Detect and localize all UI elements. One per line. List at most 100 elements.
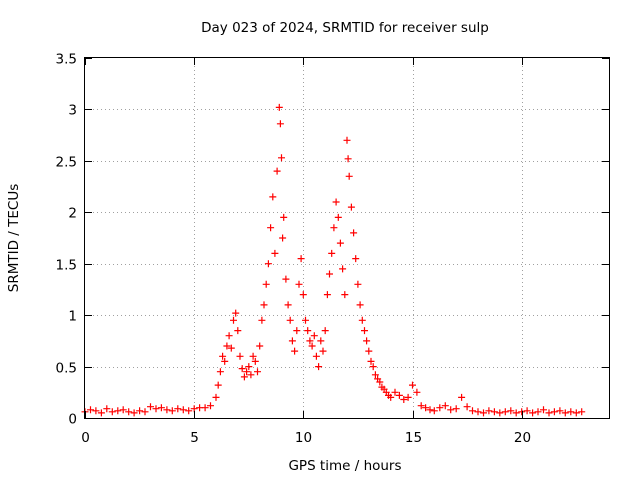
y-tick-label: 3.5 [56,52,77,68]
data-point [130,409,138,417]
data-point [103,405,111,413]
data-point [276,120,284,128]
data-point [463,403,471,411]
data-point [545,409,553,417]
data-point [288,337,296,345]
data-point [264,260,272,268]
data-point [279,234,287,242]
data-point [376,378,384,386]
data-point [490,408,498,416]
data-point [409,381,416,389]
data-point [308,342,316,350]
data-point [352,255,360,263]
axis-ticks: 0 0.5 1 1.5 2 2.5 3 3.5 0 5 10 15 20 [56,52,609,446]
data-point [523,407,531,415]
data-point [367,357,375,365]
data-point [413,388,421,396]
data-point [387,393,395,401]
data-point [344,155,352,163]
data-point [249,352,257,360]
data-point [282,275,290,283]
data-point [234,327,242,335]
data-point [247,371,255,379]
data-point [269,193,277,201]
data-point [347,203,355,211]
data-point [214,381,222,389]
y-tick-label: 0 [68,412,77,428]
data-point [441,402,449,410]
data-point [336,239,344,247]
data-point [258,316,266,324]
data-point [430,407,438,415]
data-point [256,342,264,350]
data-point [185,407,193,415]
data-point [345,172,353,180]
data-point [447,406,455,414]
grid [85,58,609,418]
data-point [363,337,371,345]
data-point [275,103,283,111]
data-point [310,332,318,340]
data-point [179,406,187,414]
data-point [97,409,105,417]
data-point [225,332,233,340]
data-point [216,368,224,376]
data-point [343,136,351,144]
data-point [306,337,314,345]
data-point [284,301,292,309]
data-point [319,347,327,355]
data-point [240,373,248,381]
data-point [87,406,94,414]
data-point [302,316,309,324]
data-point [286,316,294,324]
data-point [469,407,476,415]
data-point [354,280,362,288]
data-point [371,371,379,379]
data-point [278,154,285,162]
data-point [358,316,366,324]
data-point [458,393,466,401]
data-point [518,408,526,416]
data-point [114,407,122,415]
data-point [567,408,575,416]
x-tick-label: 0 [81,430,90,446]
data-point [315,363,323,371]
x-tick-label: 5 [190,430,199,446]
data-point [243,368,251,376]
data-point [326,270,333,278]
data-point [417,402,425,410]
data-point [501,408,509,416]
data-point [251,357,259,365]
data-point [350,229,358,237]
data-point [485,407,493,415]
data-point [578,408,586,416]
data-point [550,408,558,416]
data-point [125,408,133,416]
data-point [452,405,460,413]
data-point [295,280,303,288]
data-point [341,291,349,299]
data-point [534,408,542,416]
data-point [561,409,569,417]
data-point [168,407,176,415]
data-point [496,409,504,417]
data-point [365,347,373,355]
x-axis-label: GPS time / hours [288,458,401,474]
data-point [221,357,229,365]
y-tick-label: 3 [68,103,77,119]
data-series-srmtid [81,103,586,417]
data-point [238,365,246,373]
data-point [141,408,149,416]
data-point [136,407,144,415]
data-point [332,198,340,206]
y-tick-label: 0.5 [56,361,77,377]
data-point [312,352,320,360]
data-point [236,352,244,360]
data-point [157,404,165,412]
y-tick-label: 1 [68,309,77,325]
data-point [280,213,288,221]
plot-frame [84,57,610,419]
data-point [92,407,100,415]
y-tick-label: 2 [68,206,77,222]
